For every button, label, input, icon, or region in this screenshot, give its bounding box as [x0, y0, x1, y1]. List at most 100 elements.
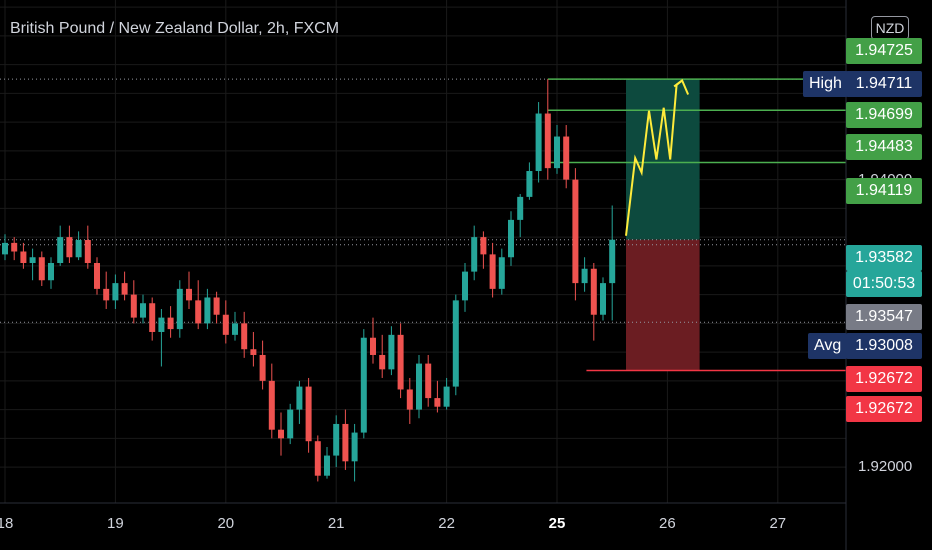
candle-body [112, 283, 119, 301]
candle-body [471, 237, 478, 272]
candle-body [379, 354, 386, 370]
candle-body [84, 240, 91, 263]
price-axis-label: 1.93008 [846, 333, 922, 359]
candle-body [66, 237, 73, 258]
candle-body [406, 389, 413, 410]
date-tick-label: 18 [0, 515, 14, 532]
date-tick-label: 27 [769, 515, 787, 532]
candle-body [222, 314, 229, 335]
date-tick-label: 19 [107, 515, 124, 532]
candle-body [11, 242, 18, 252]
candle-body [480, 237, 487, 255]
candle-body [20, 251, 27, 263]
price-axis-label: 1.93582 [846, 245, 922, 271]
chart-grid [0, 0, 846, 503]
candle-body [462, 271, 468, 301]
date-tick-label: 26 [659, 515, 676, 532]
candle-body [370, 337, 376, 355]
date-tick-label: 20 [217, 515, 235, 532]
candle-body [48, 262, 54, 281]
candle-body [526, 171, 533, 197]
price-tick-label: 1.92000 [858, 458, 913, 476]
candle-body [57, 237, 64, 263]
candle-body [489, 254, 496, 289]
price-axis-label: 1.94699 [846, 102, 922, 128]
currency-badge[interactable]: NZD [871, 16, 909, 40]
candle-body [305, 386, 312, 442]
candle-body [75, 240, 82, 258]
projection-arrowhead [673, 78, 690, 95]
price-axis-label: 01:50:53 [846, 271, 922, 297]
candle-body [508, 219, 514, 258]
candle-body [554, 136, 560, 169]
candle-body [167, 317, 174, 330]
price-axis-label: 1.94725 [846, 38, 922, 64]
date-tick-label: 21 [327, 515, 345, 532]
price-axis-label: 1.92672 [846, 366, 922, 392]
candle-body [333, 423, 340, 456]
candle-body [581, 268, 588, 284]
projection-line [625, 79, 683, 236]
candle-body [517, 196, 524, 220]
loss-zone [626, 239, 700, 371]
candle-body [296, 386, 303, 410]
candle-body [213, 297, 220, 315]
candle-body [38, 257, 45, 281]
chart-title: British Pound / New Zealand Dollar, 2h, … [10, 20, 340, 37]
candle-body [250, 349, 257, 355]
candle-body [351, 432, 358, 462]
candlestick-series [2, 79, 616, 482]
candle-body [140, 303, 146, 318]
projection-path [625, 78, 690, 236]
candle-body [314, 441, 321, 476]
price-axis-label: 1.93547 [846, 304, 922, 330]
high-tag: High [803, 71, 848, 97]
price-axis-label: 1.92672 [846, 396, 922, 422]
profit-zone [626, 79, 700, 240]
candle-body [204, 297, 211, 324]
candle-body [590, 268, 597, 315]
candle-body [498, 257, 505, 289]
date-tick-label: 22 [438, 515, 455, 532]
candle-body [176, 288, 183, 330]
candle-body [268, 380, 275, 430]
candle-body [342, 423, 349, 462]
candle-body [452, 300, 459, 387]
candle-body [232, 323, 238, 335]
candle-body [29, 257, 36, 263]
candle-body [103, 288, 110, 301]
price-axis-label: 1.94711 [846, 71, 922, 97]
candle-body [324, 455, 330, 476]
candle-body [397, 334, 404, 390]
candle-body [600, 283, 606, 315]
candle-body [195, 300, 202, 324]
candle-body [2, 242, 8, 255]
candle-body [563, 136, 570, 180]
candle-body [544, 113, 551, 169]
candle-body [278, 429, 284, 439]
candle-body [535, 113, 542, 172]
candle-body [130, 294, 137, 318]
position-zones [626, 79, 700, 371]
candle-body [360, 337, 367, 433]
candle-body [416, 363, 422, 410]
date-tick-label: 25 [548, 515, 566, 532]
price-axis-label: 1.94119 [846, 178, 922, 204]
candle-body [609, 239, 616, 284]
candle-body [572, 179, 579, 284]
candle-body [388, 334, 395, 370]
candle-body [158, 317, 165, 332]
candle-body [121, 283, 128, 295]
candle-body [186, 288, 192, 301]
candle-body [241, 323, 248, 350]
candle-body [443, 386, 450, 407]
candle-body [287, 409, 294, 439]
candle-body [259, 354, 266, 381]
candle-body [425, 363, 432, 399]
candle-body [94, 262, 100, 289]
horizontal-levels [0, 78, 846, 372]
avg-tag: Avg [808, 333, 848, 359]
candle-body [434, 398, 441, 407]
candle-body [149, 303, 156, 332]
